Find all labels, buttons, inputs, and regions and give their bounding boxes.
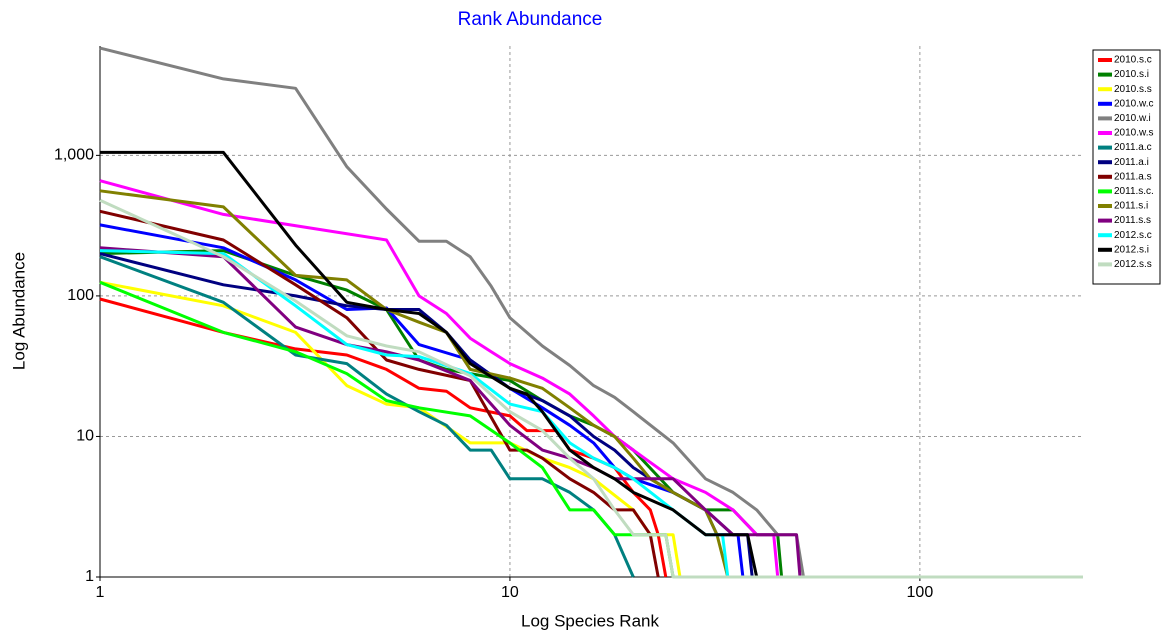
legend-label: 2011.a.s	[1114, 171, 1152, 182]
legend-label: 2012.s.c	[1114, 230, 1152, 241]
x-tick-label: 1	[96, 584, 105, 601]
series-line	[100, 150, 759, 578]
legend-label: 2011.s.c.	[1114, 186, 1154, 197]
x-axis-label: Log Species Rank	[521, 611, 659, 630]
series-line	[99, 297, 668, 578]
legend-label: 2010.s.s	[1114, 84, 1152, 95]
series-line	[99, 280, 675, 578]
legend-label: 2012.s.s	[1114, 259, 1152, 270]
legend-label: 2012.s.i	[1114, 244, 1149, 255]
legend-label: 2011.a.i	[1114, 157, 1149, 168]
y-tick-label: 1,000	[54, 147, 94, 164]
legend-label: 2010.w.s	[1114, 128, 1153, 139]
legend-label: 2011.s.s	[1114, 215, 1151, 226]
series-line	[99, 280, 682, 578]
legend-label: 2010.s.i	[1114, 69, 1149, 80]
legend-label: 2011.s.i	[1114, 201, 1148, 212]
y-axis-label: Log Abundance	[9, 252, 28, 370]
series-line	[99, 179, 780, 578]
legend-label: 2011.a.c	[1114, 142, 1152, 153]
series-line	[99, 189, 730, 578]
series-line	[99, 249, 784, 578]
x-tick-label: 10	[501, 584, 519, 601]
y-tick-label: 10	[76, 428, 94, 445]
y-tick-label: 100	[67, 287, 94, 304]
x-tick-label: 100	[907, 584, 934, 601]
chart-title: Rank Abundance	[458, 9, 603, 30]
series-line	[99, 246, 802, 578]
legend-label: 2010.w.c	[1114, 98, 1153, 109]
legend-label: 2010.s.c	[1114, 55, 1152, 66]
series-line	[99, 46, 805, 578]
series-line	[99, 198, 1083, 579]
legend-label: 2010.w.i	[1114, 113, 1151, 124]
y-tick-label: 1	[85, 568, 94, 585]
